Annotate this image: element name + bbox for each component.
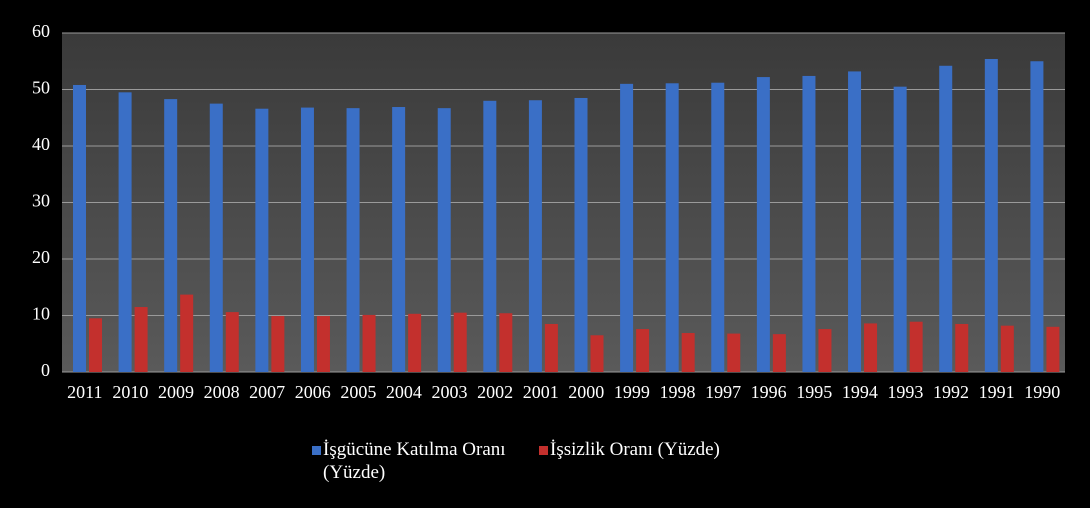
bar bbox=[316, 316, 330, 372]
bar bbox=[984, 58, 998, 373]
x-tick-label: 1993 bbox=[887, 382, 923, 402]
x-tick-label: 1990 bbox=[1024, 382, 1060, 402]
bar bbox=[893, 86, 907, 373]
bar bbox=[362, 314, 376, 372]
y-tick-label: 40 bbox=[32, 134, 50, 154]
bar bbox=[955, 323, 969, 372]
bar bbox=[346, 108, 360, 373]
bar bbox=[1030, 61, 1044, 372]
legend-item: İşgücüne Katılma Oranı (Yüzde) bbox=[312, 438, 513, 484]
bar bbox=[134, 307, 148, 372]
legend-label: İşgücüne Katılma Oranı (Yüzde) bbox=[323, 439, 506, 483]
bar bbox=[499, 313, 513, 372]
bar bbox=[1046, 326, 1060, 372]
bar bbox=[118, 92, 132, 372]
x-tick-label: 1999 bbox=[614, 382, 650, 402]
x-tick-label: 2004 bbox=[386, 382, 422, 402]
x-tick-label: 1991 bbox=[979, 382, 1015, 402]
bar bbox=[209, 103, 223, 372]
x-tick-label: 2008 bbox=[204, 382, 240, 402]
bar bbox=[711, 82, 725, 372]
bar bbox=[392, 107, 406, 372]
bar bbox=[437, 108, 451, 373]
bar bbox=[590, 335, 604, 372]
bar bbox=[300, 107, 314, 372]
bar bbox=[574, 97, 588, 372]
bar bbox=[1000, 325, 1014, 372]
chart: 0 10 20 30 40 50 60 2011 2010 2009 2008 2007 2006 200… bbox=[32, 21, 1065, 402]
x-tick-label: 1997 bbox=[705, 382, 741, 402]
bar bbox=[802, 75, 816, 372]
bar bbox=[665, 83, 679, 372]
bar bbox=[73, 84, 86, 372]
x-tick-label: 1996 bbox=[751, 382, 787, 402]
x-tick-label: 1998 bbox=[659, 382, 695, 402]
legend-item: İşsizlik Oranı (Yüzde) bbox=[539, 438, 720, 484]
bar bbox=[544, 323, 558, 372]
y-tick-label: 10 bbox=[32, 304, 50, 324]
legend-swatch bbox=[539, 446, 548, 455]
bar bbox=[164, 99, 178, 372]
x-tick-label: 2007 bbox=[249, 382, 285, 402]
bar bbox=[756, 77, 770, 372]
x-tick-label: 2006 bbox=[295, 382, 331, 402]
y-tick-label: 20 bbox=[32, 247, 50, 267]
x-tick-label: 2009 bbox=[158, 382, 194, 402]
legend-swatch bbox=[312, 446, 321, 455]
x-tick-label: 2001 bbox=[523, 382, 559, 402]
bar bbox=[772, 334, 786, 372]
bar bbox=[271, 316, 285, 372]
bar bbox=[180, 294, 194, 372]
bar bbox=[408, 313, 422, 372]
bar bbox=[864, 323, 878, 372]
bar bbox=[528, 100, 542, 373]
legend-label: İşsizlik Oranı (Yüzde) bbox=[550, 439, 720, 460]
bar bbox=[453, 312, 467, 372]
bar bbox=[681, 333, 695, 372]
bar bbox=[727, 333, 741, 372]
x-tick-label: 2010 bbox=[112, 382, 148, 402]
x-tick-label: 2002 bbox=[477, 382, 513, 402]
y-tick-label: 50 bbox=[32, 78, 50, 98]
x-tick-label: 1992 bbox=[933, 382, 969, 402]
bar bbox=[848, 71, 862, 373]
bar bbox=[483, 100, 497, 373]
legend: İşgücüne Katılma Oranı (Yüzde) İşsizlik O… bbox=[312, 438, 720, 484]
x-tick-label: 2003 bbox=[432, 382, 468, 402]
x-tick-label: 1994 bbox=[842, 382, 878, 402]
bar bbox=[225, 312, 239, 372]
bar bbox=[909, 321, 923, 372]
bar bbox=[620, 83, 634, 372]
x-tick-label: 2005 bbox=[340, 382, 376, 402]
x-tick-label: 1995 bbox=[796, 382, 832, 402]
x-tick-label: 2000 bbox=[568, 382, 604, 402]
y-tick-label: 30 bbox=[32, 191, 50, 211]
bar bbox=[939, 65, 953, 373]
bar bbox=[89, 318, 102, 372]
x-tick-label: 2011 bbox=[67, 382, 102, 402]
bar bbox=[818, 329, 832, 372]
y-tick-label: 0 bbox=[41, 360, 50, 380]
bar bbox=[636, 329, 650, 372]
bar bbox=[255, 108, 269, 373]
y-tick-label: 60 bbox=[32, 21, 50, 41]
